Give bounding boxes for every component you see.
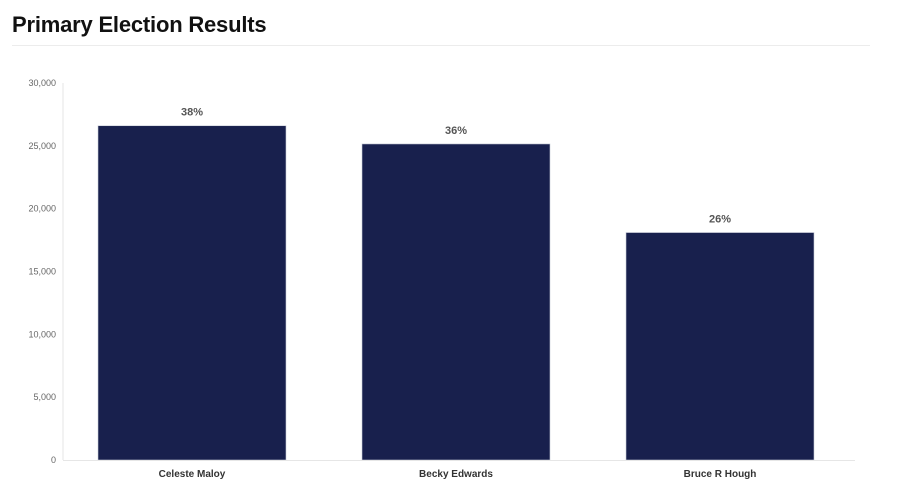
- bar[interactable]: [625, 232, 815, 461]
- page-title: Primary Election Results: [12, 12, 267, 37]
- bars-group: [97, 125, 815, 461]
- x-tick-label: Becky Edwards: [419, 469, 493, 480]
- y-tick-label: 20,000: [28, 204, 56, 214]
- y-tick-label: 10,000: [28, 329, 56, 339]
- y-tick-label: 15,000: [28, 267, 56, 277]
- y-tick-label: 5,000: [33, 392, 56, 402]
- bar[interactable]: [97, 125, 287, 461]
- x-tick-label: Bruce R Hough: [684, 469, 757, 480]
- y-tick-label: 25,000: [28, 141, 56, 151]
- y-axis: 0 5,000 10,000 15,000 20,000 25,000 30,000: [28, 78, 64, 465]
- x-tick-label: Celeste Maloy: [159, 469, 226, 480]
- data-label: 26%: [709, 214, 731, 226]
- bar[interactable]: [361, 143, 551, 461]
- x-axis: Celeste Maloy Becky Edwards Bruce R Hough: [63, 460, 855, 480]
- y-tick-label: 30,000: [28, 78, 56, 88]
- title-divider: [12, 45, 870, 46]
- y-tick-label: 0: [51, 455, 56, 465]
- data-label: 38%: [181, 107, 203, 119]
- data-labels-group: 38% 36% 26%: [181, 107, 731, 226]
- data-label: 36%: [445, 125, 467, 137]
